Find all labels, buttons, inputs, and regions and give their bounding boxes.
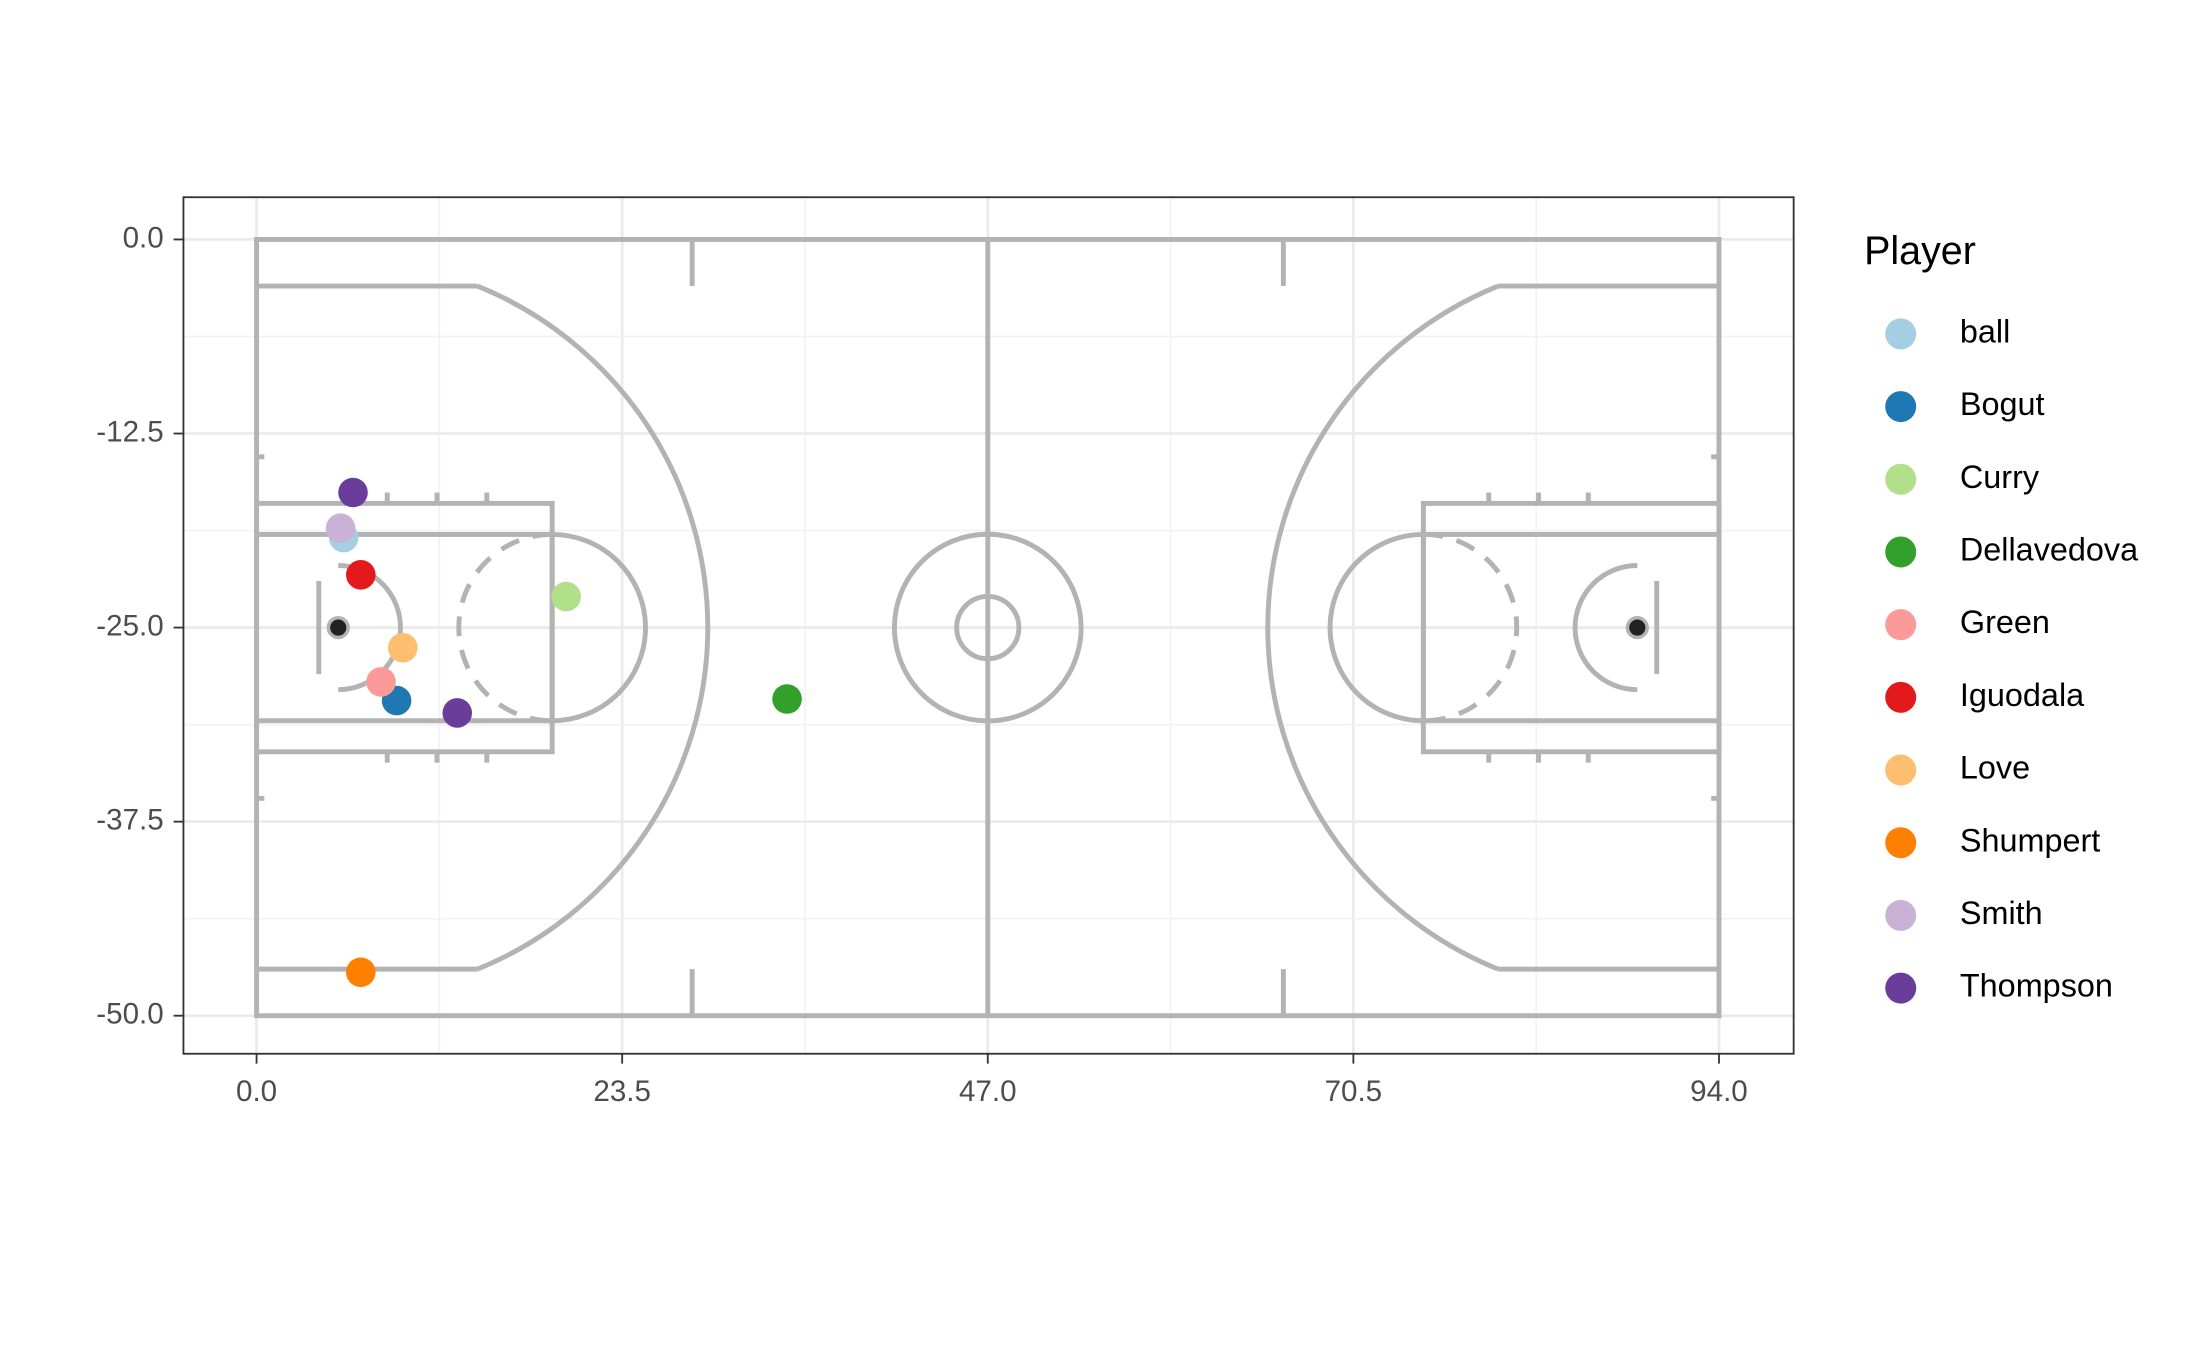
x-tick-label: 70.5	[1325, 1075, 1383, 1108]
key-inner	[254, 531, 555, 724]
court-arc	[552, 531, 648, 724]
legend-swatch	[1885, 681, 1917, 713]
y-tick-label: -50.0	[96, 998, 163, 1031]
point	[551, 581, 581, 612]
y-tick-label: 0.0	[123, 221, 164, 254]
legend-swatch	[1885, 463, 1917, 495]
y-tick-label: -25.0	[96, 609, 163, 642]
x-tick-label: 23.5	[593, 1075, 651, 1108]
axes: 0.0 23.5 47.0 70.5 94.0 0.0 -12.5 -25.0 -37.5 -50…	[96, 221, 1747, 1108]
point	[325, 513, 356, 544]
point	[442, 698, 473, 728]
point	[338, 477, 368, 508]
legend-label: Thompson	[1960, 968, 2113, 1004]
center-circle-inner	[954, 594, 1022, 662]
center-circle	[891, 531, 1084, 724]
x-tick-label: 47.0	[959, 1075, 1017, 1108]
points	[325, 477, 802, 988]
legend-swatch	[1885, 899, 1917, 931]
legend-label: Smith	[1960, 895, 2043, 931]
legend-label: Curry	[1960, 459, 2040, 495]
legend-swatch	[1885, 318, 1917, 350]
legend-swatch	[1885, 827, 1917, 859]
point	[346, 957, 376, 988]
point	[388, 632, 418, 663]
x-tick-label: 0.0	[236, 1075, 277, 1108]
legend-label: Green	[1960, 604, 2050, 640]
legend-label: Shumpert	[1960, 822, 2100, 858]
x-tick-label: 94.0	[1690, 1075, 1748, 1108]
legend-label: Love	[1960, 750, 2030, 786]
court-arc	[1265, 283, 1499, 972]
legend-label: Iguodala	[1960, 677, 2085, 713]
legend-swatch	[1885, 536, 1917, 568]
court-arc	[476, 283, 711, 972]
legend-title: Player	[1864, 229, 1976, 273]
legend: ball Bogut Curry Dellavedova Green Iguodala Lo…	[1885, 313, 2139, 1004]
y-tick-label: -37.5	[96, 803, 163, 836]
court-arc	[1423, 531, 1520, 724]
point	[346, 560, 376, 590]
legend-swatch	[1885, 609, 1917, 641]
basket	[326, 615, 350, 640]
y-tick-label: -12.5	[96, 415, 163, 448]
court-arc	[1572, 563, 1638, 693]
legend-label: ball	[1960, 313, 2010, 349]
legend-label: Bogut	[1960, 386, 2045, 422]
legend-swatch	[1885, 972, 1917, 1004]
court	[254, 236, 1722, 1019]
legend-swatch	[1885, 754, 1917, 786]
basket	[1625, 615, 1649, 640]
point	[366, 667, 396, 697]
key-inner	[1420, 531, 1722, 724]
court-arc	[456, 531, 553, 724]
point	[772, 684, 802, 714]
court-arc	[1327, 531, 1424, 724]
legend-swatch	[1885, 391, 1917, 423]
legend-label: Dellavedova	[1960, 532, 2139, 568]
